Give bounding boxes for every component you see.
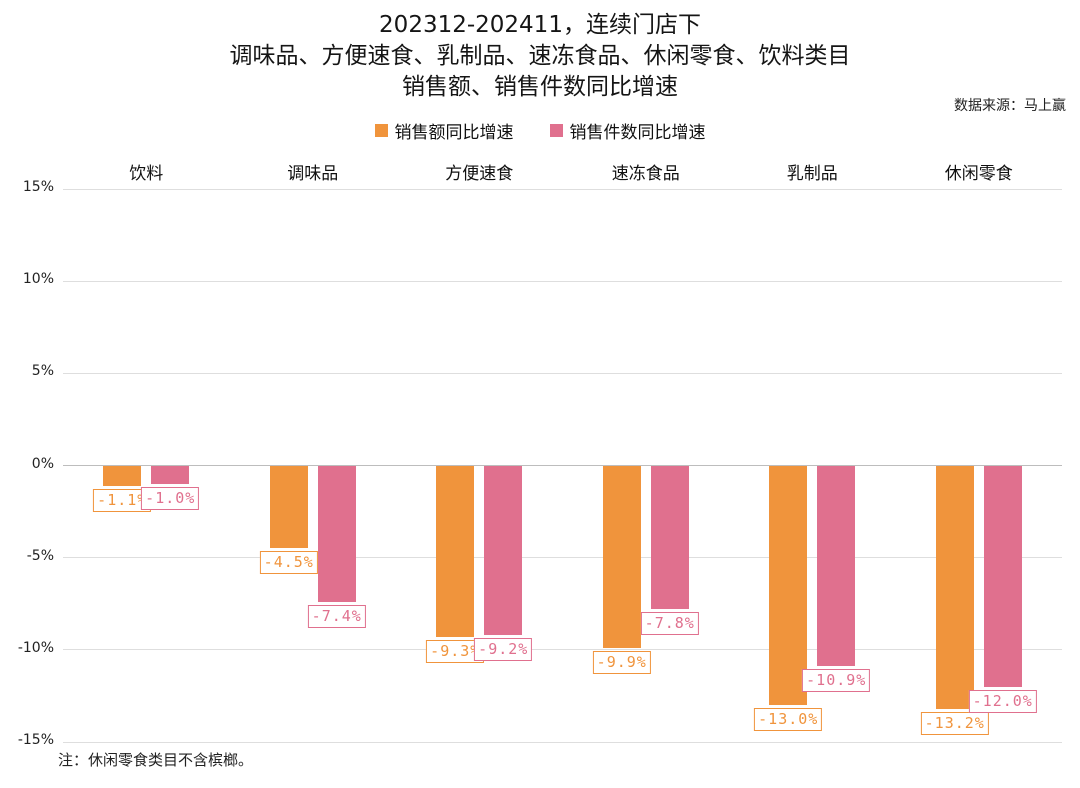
bar xyxy=(151,465,190,484)
legend-swatch-sales-amount-icon xyxy=(374,124,388,137)
gridline xyxy=(63,372,1062,374)
legend-item-sales-amount: 销售额同比增速 xyxy=(374,118,514,143)
y-axis-tick-label: -15% xyxy=(17,732,54,748)
plot-area: -1.1% -1.0% -4.5% -7.4% -9.3% -9.2% -9.9% -7.8%… xyxy=(63,188,1062,743)
bar xyxy=(817,465,856,667)
legend-label-sales-count: 销售件数同比增速 xyxy=(569,123,706,143)
gridline xyxy=(63,649,1062,651)
bar-value-label: -12.0% xyxy=(968,689,1037,713)
category-label: 饮料 xyxy=(129,164,164,184)
category-label: 调味品 xyxy=(287,164,339,184)
chart-title-line3: 销售额、销售件数同比增速 xyxy=(402,74,678,100)
bar xyxy=(484,465,523,636)
bar-value-label: -9.3% xyxy=(426,639,485,663)
footnote: 注：休闲零食类目不含槟榔。 xyxy=(58,751,254,769)
bar xyxy=(769,465,808,706)
bar-value-label: -7.4% xyxy=(307,604,366,628)
gridline xyxy=(63,188,1062,190)
bar-value-label: -9.9% xyxy=(592,650,651,674)
bar-value-label: -10.9% xyxy=(802,669,871,693)
y-axis-tick-label: -5% xyxy=(26,547,54,564)
bar xyxy=(935,465,974,709)
bar-value-label: -7.8% xyxy=(640,612,699,636)
bar xyxy=(103,465,142,486)
category-label: 乳制品 xyxy=(786,164,838,184)
bar-value-label: -4.5% xyxy=(259,551,318,575)
category-label: 速冻食品 xyxy=(611,164,680,184)
gridline xyxy=(63,280,1062,282)
legend-item-sales-count: 销售件数同比增速 xyxy=(549,118,706,143)
chart-title-line2: 调味品、方便速食、乳制品、速冻食品、休闲零食、饮料类目 xyxy=(229,43,851,69)
bar xyxy=(269,465,308,549)
bar-value-label: -1.1% xyxy=(93,488,152,512)
bar-value-label: -1.0% xyxy=(141,486,200,510)
bar-value-label: -9.2% xyxy=(474,638,533,662)
category-label: 休闲零食 xyxy=(944,164,1013,184)
chart-title-line1: 202312-202411，连续门店下 xyxy=(379,12,701,38)
bar xyxy=(317,465,356,602)
bar-value-label: -13.2% xyxy=(920,711,989,735)
legend-label-sales-amount: 销售额同比增速 xyxy=(394,123,514,143)
bar xyxy=(436,465,475,637)
bar xyxy=(602,465,641,648)
category-label: 方便速食 xyxy=(445,164,514,184)
y-axis-tick-label: 15% xyxy=(22,179,54,195)
y-axis-tick-label: 10% xyxy=(22,271,54,288)
gridline xyxy=(63,741,1062,743)
zero-axis-line xyxy=(63,465,1062,466)
gridline xyxy=(63,557,1062,559)
chart-title: 202312-202411，连续门店下 调味品、方便速食、乳制品、速冻食品、休闲… xyxy=(0,10,1080,103)
bar xyxy=(650,465,689,610)
bar-value-label: -13.0% xyxy=(754,708,823,732)
bar xyxy=(983,465,1022,687)
y-axis-tick-label: 0% xyxy=(31,455,54,472)
legend-swatch-sales-count-icon xyxy=(549,124,563,137)
data-source-label: 数据来源：马上赢 xyxy=(954,98,1066,114)
y-axis-tick-label: 5% xyxy=(31,363,54,380)
y-axis-tick-label: -10% xyxy=(17,639,54,656)
legend: 销售额同比增速 销售件数同比增速 xyxy=(0,118,1080,143)
